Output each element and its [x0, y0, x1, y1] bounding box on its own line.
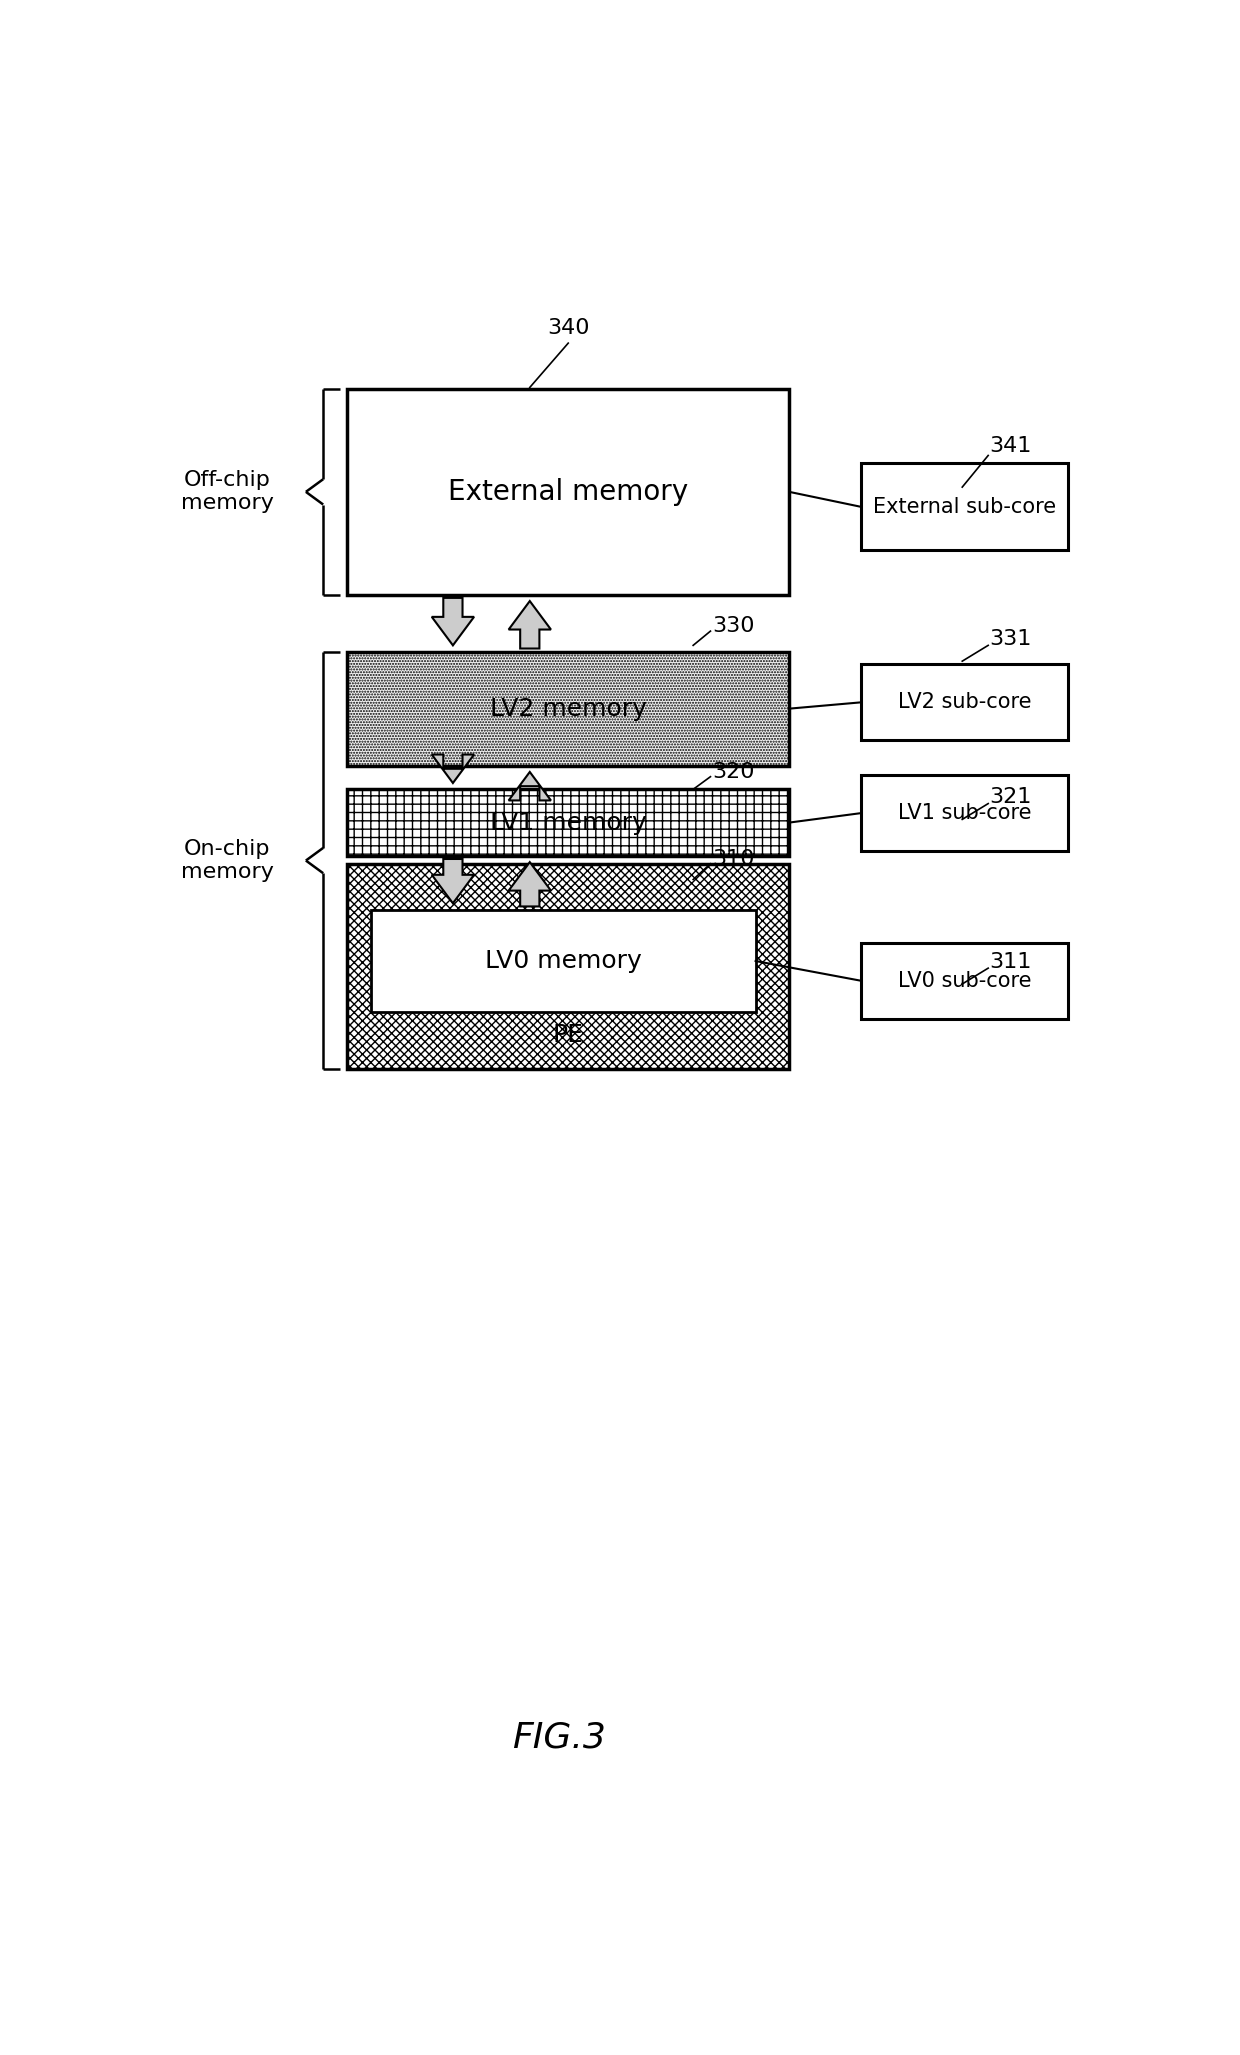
- Text: 331: 331: [990, 629, 1032, 649]
- Text: LV0 memory: LV0 memory: [485, 949, 642, 972]
- Text: LV1 sub-core: LV1 sub-core: [898, 804, 1032, 824]
- Text: External sub-core: External sub-core: [873, 497, 1056, 518]
- Text: 340: 340: [547, 319, 589, 339]
- Text: Off-chip
memory: Off-chip memory: [181, 471, 274, 514]
- Bar: [347, 789, 789, 855]
- Text: 330: 330: [712, 616, 755, 637]
- Text: FIG.3: FIG.3: [512, 1720, 605, 1755]
- FancyArrow shape: [508, 600, 551, 649]
- Bar: [862, 943, 1068, 1019]
- Text: 341: 341: [990, 436, 1032, 456]
- Text: 320: 320: [712, 762, 755, 783]
- Bar: [862, 664, 1068, 740]
- Text: LV2 memory: LV2 memory: [490, 697, 647, 721]
- Bar: [862, 462, 1068, 551]
- Text: 321: 321: [990, 787, 1032, 808]
- Text: 310: 310: [712, 849, 755, 869]
- Bar: [347, 388, 789, 594]
- Text: LV0 sub-core: LV0 sub-core: [898, 970, 1032, 991]
- Text: On-chip
memory: On-chip memory: [181, 838, 274, 882]
- FancyArrow shape: [432, 754, 474, 783]
- FancyArrow shape: [432, 859, 474, 904]
- Bar: [347, 863, 789, 1069]
- Bar: [862, 775, 1068, 851]
- FancyArrow shape: [508, 773, 551, 799]
- Text: 311: 311: [990, 951, 1032, 972]
- FancyArrow shape: [508, 863, 551, 906]
- Text: LV2 sub-core: LV2 sub-core: [898, 693, 1032, 713]
- Bar: [371, 910, 755, 1013]
- Text: LV1 memory: LV1 memory: [490, 810, 646, 834]
- Text: External memory: External memory: [448, 479, 688, 506]
- Text: PE: PE: [553, 1023, 584, 1046]
- FancyArrow shape: [432, 598, 474, 645]
- Bar: [347, 651, 789, 767]
